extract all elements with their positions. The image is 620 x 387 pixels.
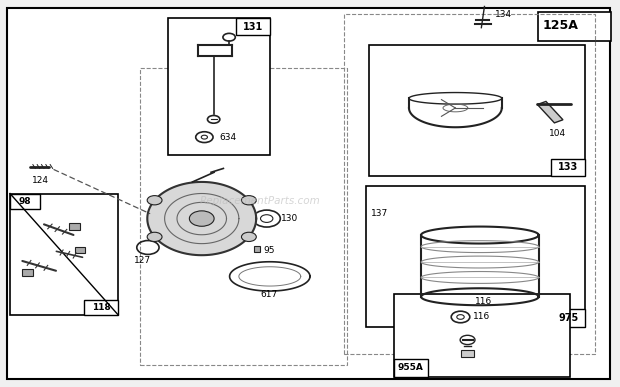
Bar <box>69 223 80 230</box>
Text: 95: 95 <box>264 246 275 255</box>
Bar <box>538 12 611 41</box>
Circle shape <box>147 195 162 205</box>
Bar <box>84 300 118 315</box>
Bar <box>75 247 85 253</box>
Text: 134: 134 <box>495 10 512 19</box>
Bar <box>551 309 585 327</box>
Bar <box>394 294 570 377</box>
Bar <box>461 349 474 357</box>
Circle shape <box>147 232 162 241</box>
Circle shape <box>189 211 214 226</box>
Text: 124: 124 <box>32 175 50 185</box>
Circle shape <box>241 195 256 205</box>
Bar <box>10 194 118 315</box>
Bar <box>10 194 40 209</box>
Text: 975: 975 <box>558 313 578 323</box>
Text: 130: 130 <box>281 214 298 223</box>
Bar <box>369 45 585 176</box>
Text: 131: 131 <box>242 22 263 32</box>
Text: 617: 617 <box>260 290 278 299</box>
Text: 133: 133 <box>558 163 578 173</box>
Text: 634: 634 <box>220 133 237 142</box>
Bar <box>538 101 563 123</box>
Text: 104: 104 <box>549 128 566 137</box>
Text: 118: 118 <box>92 303 110 312</box>
Text: 98: 98 <box>19 197 31 206</box>
Text: 116: 116 <box>473 312 490 322</box>
Bar <box>394 359 428 377</box>
Bar <box>236 18 270 35</box>
Bar <box>551 159 585 176</box>
Bar <box>22 269 33 276</box>
Bar <box>140 68 347 365</box>
Text: ReplacementParts.com: ReplacementParts.com <box>200 196 321 206</box>
Bar <box>168 18 270 155</box>
Text: 955A: 955A <box>397 363 423 373</box>
Polygon shape <box>148 182 256 255</box>
Text: 125A: 125A <box>542 19 578 32</box>
Text: 116: 116 <box>475 297 492 306</box>
Text: 127: 127 <box>135 257 151 265</box>
Circle shape <box>241 232 256 241</box>
Text: 137: 137 <box>371 209 388 218</box>
Bar <box>344 14 595 354</box>
Bar <box>366 186 585 327</box>
